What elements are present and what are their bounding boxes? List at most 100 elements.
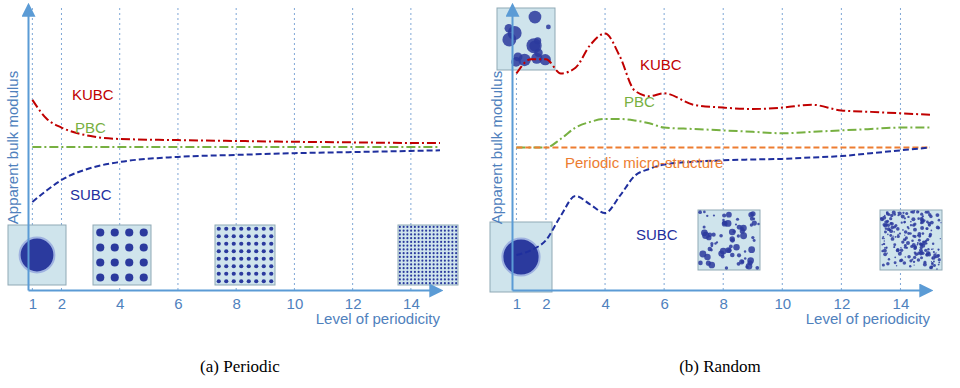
series-label: SUBC: [636, 226, 678, 243]
inclusion: [403, 252, 405, 254]
inclusion: [403, 256, 405, 258]
inclusion: [444, 263, 446, 265]
inclusion: [920, 221, 923, 224]
inclusion: [433, 237, 435, 239]
inclusion: [254, 279, 258, 283]
inclusion: [451, 237, 453, 239]
inclusion: [440, 256, 442, 258]
inclusion: [526, 38, 541, 53]
inclusion: [886, 247, 887, 248]
inclusion: [451, 233, 453, 235]
inclusion: [232, 272, 236, 276]
inclusion: [913, 228, 917, 232]
inclusion: [418, 263, 420, 265]
inclusion: [247, 249, 251, 253]
inset-frame: [93, 225, 151, 285]
inclusion: [436, 275, 438, 277]
inclusion: [111, 258, 119, 266]
inclusion: [451, 252, 453, 254]
inclusion: [931, 262, 934, 265]
inclusion: [399, 237, 401, 239]
inclusion: [421, 260, 423, 262]
inclusion: [217, 264, 221, 268]
inclusion: [440, 282, 442, 284]
inclusion: [433, 271, 435, 273]
x-tick: 12: [834, 290, 851, 312]
plot-area: [516, 34, 930, 255]
inclusion: [914, 246, 916, 248]
inclusion: [444, 226, 446, 228]
inclusion: [712, 233, 716, 237]
inclusion: [448, 230, 450, 232]
panel: 12468101214Level of periodicityApparent …: [488, 5, 942, 376]
inclusion: [269, 264, 273, 268]
inclusion: [399, 267, 401, 269]
inclusion: [451, 256, 453, 258]
inclusion: [448, 233, 450, 235]
inclusion: [903, 261, 907, 265]
x-tick: 10: [774, 290, 791, 312]
inclusion: [433, 263, 435, 265]
inclusion: [896, 265, 897, 266]
inclusion: [425, 233, 427, 235]
inclusion: [737, 234, 740, 237]
inclusion: [406, 282, 408, 284]
inclusion: [414, 256, 416, 258]
inclusion: [425, 271, 427, 273]
inclusion: [247, 279, 251, 283]
inclusion: [429, 267, 431, 269]
inclusion: [440, 245, 442, 247]
inclusion: [904, 221, 906, 223]
inclusion: [930, 266, 933, 269]
inclusion: [262, 234, 266, 238]
inclusion: [892, 236, 894, 238]
inclusion: [440, 230, 442, 232]
inclusion: [232, 279, 236, 283]
inclusion: [406, 252, 408, 254]
inclusion: [920, 218, 924, 222]
inclusion: [436, 263, 438, 265]
inclusion: [269, 257, 273, 261]
inclusion: [901, 240, 904, 243]
inclusion: [889, 229, 893, 233]
series-label: KUBC: [640, 56, 682, 73]
inclusion: [884, 230, 887, 233]
inclusion: [907, 226, 909, 228]
inclusion: [910, 221, 912, 223]
inclusion: [891, 237, 895, 241]
inclusion: [410, 245, 412, 247]
series-label: KUBC: [72, 86, 114, 103]
inclusion: [448, 241, 450, 243]
inclusion: [418, 226, 420, 228]
inclusion: [429, 248, 431, 250]
inclusion: [414, 233, 416, 235]
inclusion: [933, 261, 935, 263]
inclusion: [140, 243, 148, 251]
inclusion: [410, 226, 412, 228]
inclusion: [911, 240, 914, 243]
grid-line: [605, 5, 606, 290]
inclusion: [399, 252, 401, 254]
inclusion: [403, 267, 405, 269]
inclusion: [757, 223, 760, 226]
inclusion: [410, 237, 412, 239]
inclusion: [418, 230, 420, 232]
inclusion: [922, 232, 925, 235]
inclusion: [232, 249, 236, 253]
inclusion: [451, 282, 453, 284]
inclusion: [436, 248, 438, 250]
inclusion: [414, 267, 416, 269]
inclusion: [448, 226, 450, 228]
inclusion: [410, 263, 412, 265]
inclusion: [444, 252, 446, 254]
inclusion: [425, 260, 427, 262]
inclusion: [710, 244, 713, 247]
inclusion: [744, 257, 747, 260]
inclusion: [406, 248, 408, 250]
inclusion: [406, 260, 408, 262]
inclusion: [925, 227, 928, 230]
inclusion: [903, 221, 905, 223]
inclusion: [418, 278, 420, 280]
inclusion: [444, 256, 446, 258]
inclusion: [455, 237, 457, 239]
